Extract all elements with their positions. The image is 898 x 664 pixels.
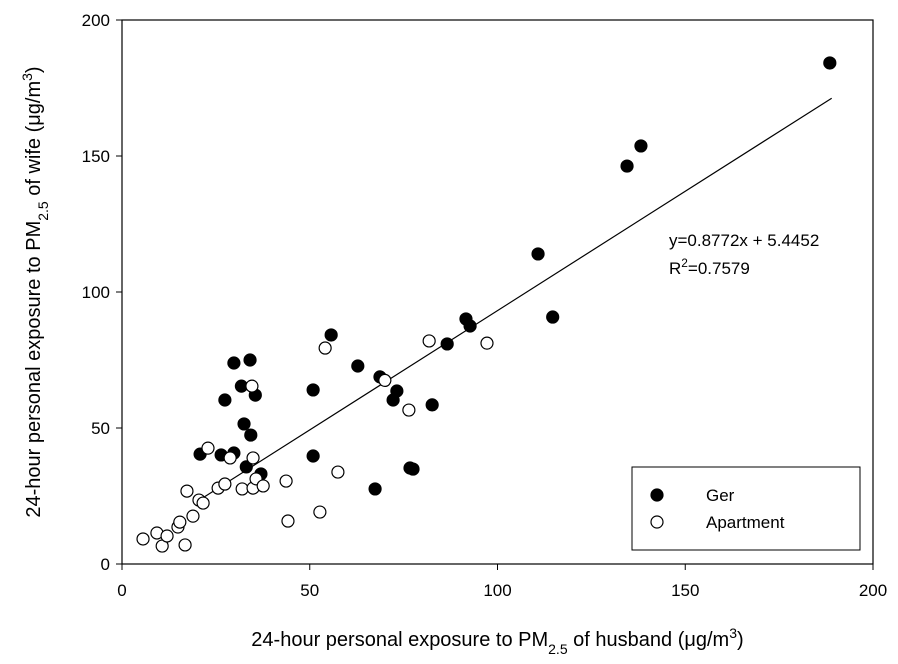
point: [218, 393, 232, 407]
point: [480, 336, 494, 350]
point: [245, 379, 259, 393]
legend-marker: [650, 488, 664, 502]
point: [324, 328, 338, 342]
point: [351, 359, 365, 373]
x-tick-label: 100: [483, 581, 511, 600]
x-tick-label: 200: [859, 581, 887, 600]
point: [306, 383, 320, 397]
point: [180, 484, 194, 498]
point: [186, 509, 200, 523]
point: [201, 441, 215, 455]
x-axis-label-part: of husband (μg/m: [568, 629, 730, 651]
x-axis-label: 24-hour personal exposure to PM2.5 of hu…: [251, 625, 743, 657]
point: [406, 462, 420, 476]
point: [440, 337, 454, 351]
point: [239, 460, 253, 474]
y-tick-label: 0: [101, 555, 110, 574]
legend-box: [631, 466, 861, 551]
point: [318, 341, 332, 355]
point: [313, 505, 327, 519]
x-axis-label-part: 24-hour personal exposure to PM: [251, 629, 548, 651]
legend-label: Apartment: [706, 513, 785, 532]
point: [546, 310, 560, 324]
r-squared-part: R: [669, 259, 681, 278]
y-axis-label-part: of wife (μg/m: [23, 81, 45, 201]
legend-marker: [650, 515, 664, 529]
point: [620, 159, 634, 173]
y-axis-label-part: 3: [19, 73, 35, 81]
legend-label: Ger: [706, 486, 735, 505]
point: [463, 319, 477, 333]
point: [634, 139, 648, 153]
r-squared: R2=0.7579: [669, 256, 750, 278]
point: [279, 474, 293, 488]
y-axis-label: 24-hour personal exposure to PM2.5 of wi…: [19, 66, 51, 517]
point: [823, 56, 837, 70]
y-axis-label-part: ): [23, 66, 45, 73]
point: [306, 449, 320, 463]
r-squared-part: =0.7579: [688, 259, 750, 278]
point: [256, 479, 270, 493]
point: [368, 482, 382, 496]
point: [331, 465, 345, 479]
x-axis-label-part: 2.5: [548, 641, 568, 657]
r-squared-part: 2: [681, 256, 688, 270]
trendline: [200, 97, 833, 500]
point: [136, 532, 150, 546]
point: [196, 496, 210, 510]
point: [227, 356, 241, 370]
y-axis-label-part: 2.5: [35, 201, 51, 221]
point: [173, 515, 187, 529]
y-tick-label: 150: [82, 147, 110, 166]
point: [235, 482, 249, 496]
y-tick-label: 50: [91, 419, 110, 438]
point: [243, 353, 257, 367]
point: [244, 428, 258, 442]
x-tick-label: 150: [671, 581, 699, 600]
point: [223, 451, 237, 465]
point: [425, 398, 439, 412]
point: [218, 477, 232, 491]
y-tick-label: 200: [82, 11, 110, 30]
y-tick-label: 100: [82, 283, 110, 302]
point: [281, 514, 295, 528]
point: [422, 334, 436, 348]
point: [402, 403, 416, 417]
point: [386, 393, 400, 407]
equation: y=0.8772x + 5.4452: [669, 231, 819, 250]
x-tick-label: 0: [117, 581, 126, 600]
point: [160, 529, 174, 543]
point: [378, 373, 392, 387]
y-axis-label-part: 24-hour personal exposure to PM: [23, 221, 45, 518]
x-axis-label-part: 3: [729, 625, 737, 641]
point: [246, 451, 260, 465]
point: [237, 417, 251, 431]
point: [531, 247, 545, 261]
x-axis-label-part: ): [737, 629, 744, 651]
x-tick-label: 50: [300, 581, 319, 600]
point: [178, 538, 192, 552]
